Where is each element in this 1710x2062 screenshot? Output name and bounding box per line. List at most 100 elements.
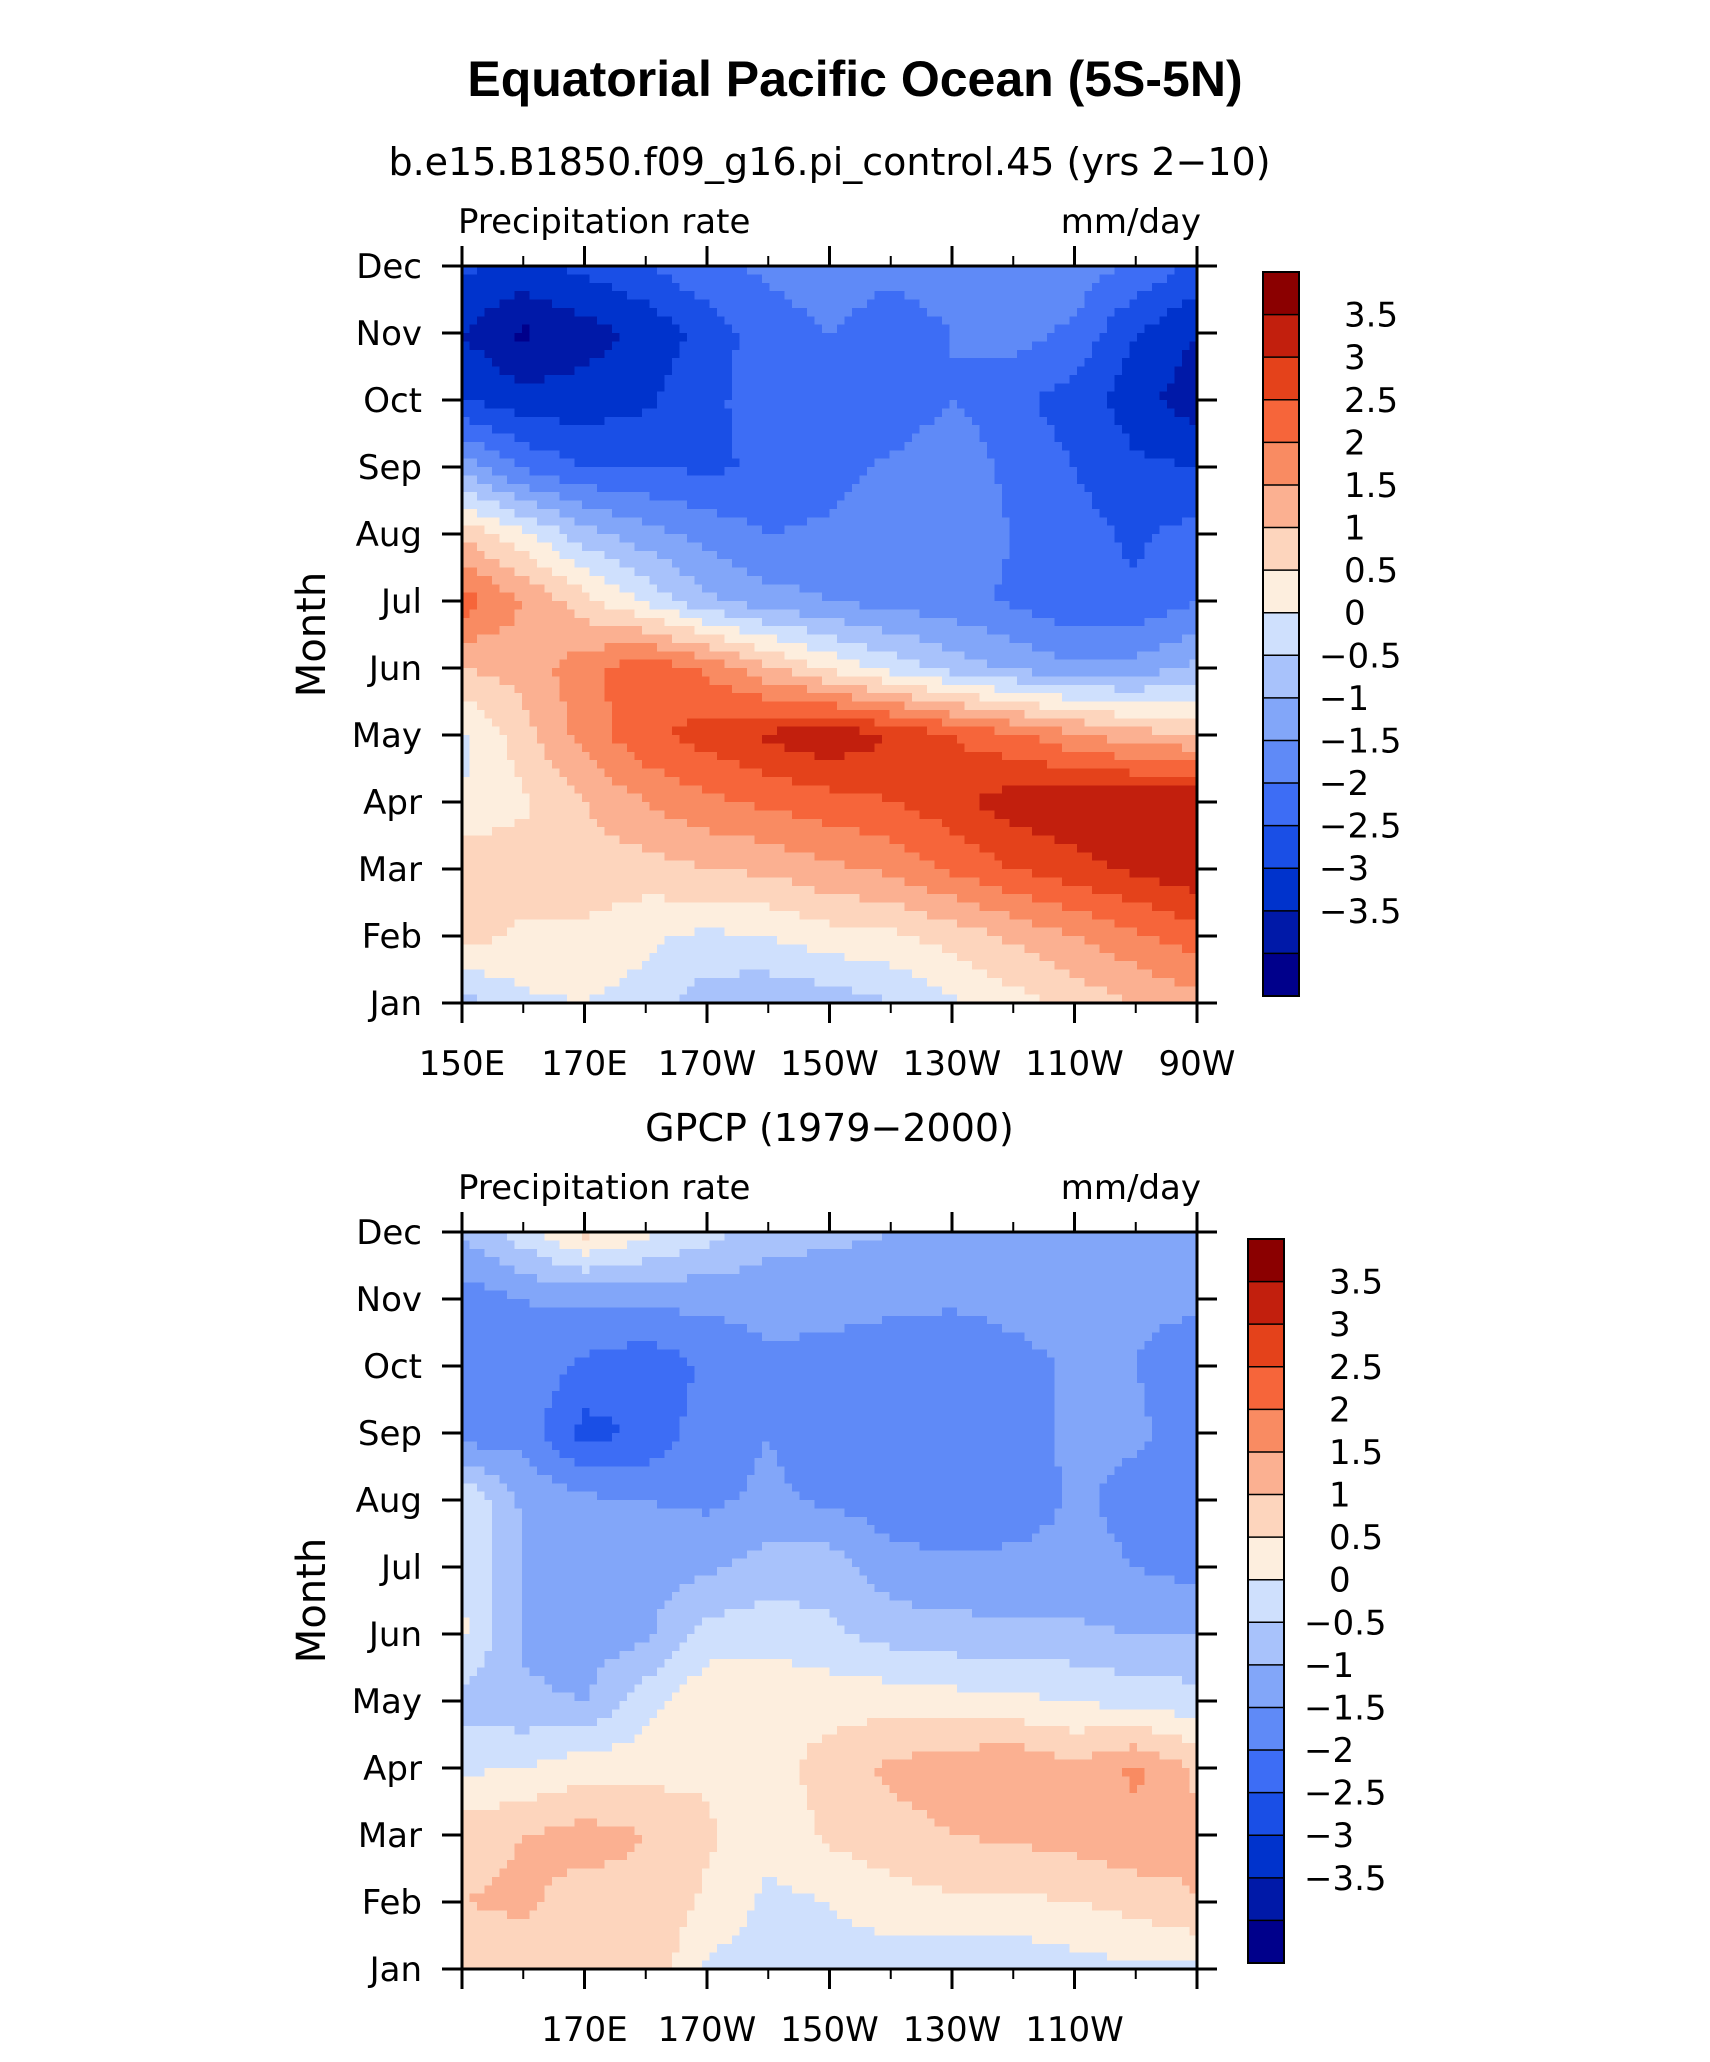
field-cell <box>942 467 951 476</box>
field-cell <box>649 341 658 351</box>
field-cell <box>837 416 846 426</box>
field-cell <box>964 307 973 317</box>
field-cell <box>949 668 958 677</box>
field-cell <box>972 416 981 426</box>
field-cell <box>994 659 1003 669</box>
field-cell <box>912 458 921 468</box>
field-cell <box>747 575 756 585</box>
field-cell <box>859 575 868 585</box>
field-cell <box>799 634 808 644</box>
field-cell <box>1009 391 1018 401</box>
field-cell <box>1002 492 1011 502</box>
field-cell <box>837 584 846 594</box>
field-cell <box>919 525 928 535</box>
field-cell <box>814 601 823 610</box>
field-cell <box>852 550 861 560</box>
field-cell <box>709 349 718 359</box>
field-cell <box>469 601 478 610</box>
field-cell <box>1099 525 1108 535</box>
field-cell <box>957 358 966 368</box>
field-cell <box>762 567 771 577</box>
field-cell <box>574 316 583 326</box>
field-cell <box>1024 425 1033 435</box>
field-cell <box>1122 408 1131 418</box>
field-cell <box>477 676 486 686</box>
field-cell <box>1144 458 1153 468</box>
field-cell <box>537 450 546 460</box>
field-cell <box>672 626 681 636</box>
field-cell <box>1174 450 1183 460</box>
field-cell <box>942 400 951 409</box>
field-cell <box>687 333 696 342</box>
field-cell <box>717 358 726 368</box>
field-cell <box>492 383 501 393</box>
field-cell <box>867 634 876 644</box>
field-cell <box>1144 408 1153 418</box>
field-cell <box>537 567 546 577</box>
field-cell <box>1069 559 1078 569</box>
field-cell <box>597 307 606 317</box>
field-cell <box>814 634 823 644</box>
field-cell <box>1099 508 1108 518</box>
field-cell <box>882 609 891 619</box>
field-cell <box>852 668 861 677</box>
field-cell <box>604 500 613 510</box>
field-cell <box>1032 517 1041 527</box>
field-cell <box>529 559 538 569</box>
field-cell <box>694 534 703 543</box>
field-cell <box>747 601 756 610</box>
field-cell <box>994 408 1003 418</box>
field-cell <box>777 341 786 351</box>
field-cell <box>1189 374 1198 384</box>
field-cell <box>514 383 523 393</box>
field-cell <box>1152 291 1161 301</box>
field-cell <box>769 642 778 652</box>
field-cell <box>972 282 981 292</box>
field-cell <box>927 609 936 619</box>
field-cell <box>574 483 583 493</box>
field-cell <box>1024 634 1033 644</box>
field-cell <box>1024 584 1033 594</box>
field-cell <box>867 282 876 292</box>
field-cell <box>477 559 486 569</box>
field-cell <box>1039 668 1048 677</box>
field-cell <box>897 609 906 619</box>
field-cell <box>537 684 546 694</box>
field-cell <box>724 534 733 543</box>
field-cell <box>1189 274 1198 284</box>
field-cell <box>514 475 523 485</box>
field-cell <box>874 400 883 409</box>
field-cell <box>942 550 951 560</box>
field-cell <box>957 651 966 661</box>
field-cell <box>687 282 696 292</box>
field-cell <box>597 601 606 610</box>
field-cell <box>529 433 538 443</box>
field-cell <box>1182 383 1191 393</box>
field-cell <box>942 559 951 569</box>
field-cell <box>514 400 523 409</box>
field-cell <box>949 291 958 301</box>
field-cell <box>604 316 613 326</box>
field-cell <box>529 400 538 409</box>
field-cell <box>799 525 808 535</box>
field-cell <box>1039 425 1048 435</box>
field-cell <box>582 500 591 510</box>
field-cell <box>1182 358 1191 368</box>
field-cell <box>799 458 808 468</box>
field-cell <box>604 467 613 476</box>
field-cell <box>1092 366 1101 376</box>
field-cell <box>837 266 846 275</box>
field-cell <box>462 400 471 409</box>
field-cell <box>612 483 621 493</box>
field-cell <box>987 525 996 535</box>
field-cell <box>717 684 726 694</box>
field-cell <box>604 349 613 359</box>
field-cell <box>537 601 546 610</box>
field-cell <box>702 441 711 451</box>
field-cell <box>694 550 703 560</box>
field-cell <box>1099 684 1108 694</box>
field-cell <box>739 416 748 426</box>
field-cell <box>567 282 576 292</box>
field-cell <box>612 475 621 485</box>
field-cell <box>949 433 958 443</box>
